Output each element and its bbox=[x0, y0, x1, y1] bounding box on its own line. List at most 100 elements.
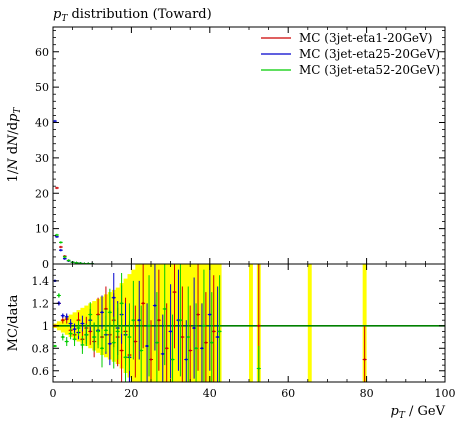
ratio-marker-eta52 bbox=[69, 332, 72, 335]
x-tick-label: 40 bbox=[203, 387, 217, 400]
ratio-y-tick-label: 1.4 bbox=[32, 275, 50, 288]
top-y-tick-label: 50 bbox=[35, 81, 49, 94]
top-y-tick-label: 40 bbox=[35, 117, 49, 130]
ratio-marker-eta52 bbox=[132, 318, 135, 322]
ratio-marker-eta25 bbox=[61, 314, 64, 317]
x-tick-label: 100 bbox=[435, 387, 456, 400]
ratio-marker-eta52 bbox=[124, 356, 127, 359]
ratio-y-tick-label: 1.2 bbox=[32, 297, 50, 310]
ratio-marker-eta52 bbox=[81, 343, 84, 347]
x-tick-label: 20 bbox=[124, 387, 138, 400]
ratio-marker-eta25 bbox=[100, 311, 104, 314]
ratio-marker-eta52 bbox=[100, 347, 104, 350]
legend-entry: MC (3jet-eta1-20GeV) bbox=[299, 31, 432, 45]
ratio-marker-eta1 bbox=[165, 347, 168, 350]
ratio-marker-eta25 bbox=[65, 315, 68, 319]
x-tick-label: 0 bbox=[50, 387, 57, 400]
top-y-tick-label: 20 bbox=[35, 187, 49, 200]
ratio-marker-eta1 bbox=[173, 290, 176, 294]
ratio-y-tick-label: 1 bbox=[42, 320, 49, 333]
ratio-marker-eta52 bbox=[218, 330, 221, 333]
ratio-marker-eta25 bbox=[208, 313, 211, 316]
band-segment bbox=[135, 264, 140, 382]
ratio-marker-eta52 bbox=[147, 324, 151, 328]
ratio-marker-eta52 bbox=[112, 341, 115, 344]
ratio-marker-eta1 bbox=[212, 330, 215, 333]
ratio-marker-eta52 bbox=[96, 330, 100, 333]
legend-entry: MC (3jet-eta25-20GeV) bbox=[299, 47, 440, 61]
ratio-marker-eta25 bbox=[112, 296, 115, 299]
ratio-marker-eta25 bbox=[138, 318, 141, 322]
ratio-marker-eta1 bbox=[96, 313, 100, 316]
ratio-marker-eta52 bbox=[155, 341, 159, 344]
ratio-marker-eta52 bbox=[65, 340, 68, 343]
top-panel-data bbox=[53, 119, 94, 264]
top-y-tick-label: 10 bbox=[35, 223, 49, 236]
ratio-marker-eta25 bbox=[81, 322, 84, 325]
ratio-panel-frame bbox=[52, 263, 446, 383]
ratio-marker-eta1 bbox=[204, 341, 208, 344]
ratio-marker-eta52 bbox=[73, 338, 76, 341]
ratio-marker-eta52 bbox=[92, 335, 96, 339]
ratio-marker-eta52 bbox=[89, 313, 92, 316]
top-y-tick-label: 30 bbox=[35, 152, 49, 165]
ratio-marker-eta1 bbox=[61, 318, 64, 322]
x-tick-label: 60 bbox=[281, 387, 295, 400]
top-y-tick-label: 0 bbox=[42, 258, 49, 271]
ratio-marker-eta25 bbox=[192, 326, 196, 330]
ratio-marker-eta1 bbox=[134, 340, 137, 343]
ratio-marker-eta52 bbox=[140, 349, 143, 352]
ratio-marker-eta1 bbox=[196, 313, 200, 316]
x-axis-label: pT / GeV bbox=[391, 404, 446, 421]
top-y-tick-label: 60 bbox=[35, 46, 49, 59]
band-segment bbox=[249, 264, 253, 382]
ratio-marker-eta52 bbox=[120, 302, 123, 305]
ratio-marker-eta25 bbox=[69, 322, 72, 325]
ratio-marker-eta52 bbox=[61, 335, 64, 339]
ratio-marker-eta25 bbox=[185, 358, 188, 361]
ratio-marker-eta52 bbox=[194, 347, 198, 350]
ratio-marker-eta25 bbox=[108, 342, 112, 345]
ratio-marker-eta1 bbox=[363, 358, 366, 361]
ratio-panel-data bbox=[53, 264, 367, 382]
ratio-marker-eta25 bbox=[73, 327, 76, 331]
ratio-marker-eta25 bbox=[216, 335, 219, 339]
ratio-marker-eta52 bbox=[57, 294, 61, 297]
legend: MC (3jet-eta1-20GeV) MC (3jet-eta25-20GeV… bbox=[261, 31, 440, 77]
ratio-marker-eta52 bbox=[104, 329, 108, 332]
ratio-marker-eta52 bbox=[128, 335, 131, 339]
ratio-marker-eta25 bbox=[200, 347, 204, 350]
ratio-marker-eta52 bbox=[202, 324, 206, 328]
legend-entry: MC (3jet-eta52-20GeV) bbox=[299, 63, 440, 77]
ratio-marker-eta52 bbox=[85, 333, 88, 336]
ratio-marker-eta52 bbox=[187, 335, 190, 339]
band-segment bbox=[307, 264, 312, 382]
band-segment bbox=[362, 264, 367, 382]
ratio-marker-eta25 bbox=[161, 352, 164, 356]
ratio-marker-eta52 bbox=[163, 307, 166, 311]
ratio-marker-eta52 bbox=[77, 326, 80, 330]
ratio-marker-eta52 bbox=[257, 367, 260, 370]
ratio-marker-eta52 bbox=[179, 318, 182, 322]
ratio-marker-eta25 bbox=[145, 344, 149, 348]
ratio-marker-eta1 bbox=[257, 324, 260, 328]
ratio-uncertainty-band bbox=[53, 264, 445, 382]
ratio-marker-eta25 bbox=[169, 330, 172, 333]
ratio-marker-eta52 bbox=[53, 344, 57, 348]
ratio-marker-eta1 bbox=[189, 349, 192, 352]
ratio-marker-eta1 bbox=[181, 335, 184, 339]
ratio-marker-eta52 bbox=[210, 341, 213, 344]
ratio-marker-eta52 bbox=[171, 358, 174, 361]
ratio-marker-eta52 bbox=[108, 311, 112, 314]
ratio-marker-eta1 bbox=[141, 302, 145, 305]
x-tick-label: 80 bbox=[360, 387, 374, 400]
ratio-marker-eta1 bbox=[157, 318, 161, 322]
ratio-y-tick-label: 0.6 bbox=[32, 365, 50, 378]
chart-title: pT distribution (Toward) bbox=[53, 7, 212, 24]
ratio-marker-eta25 bbox=[153, 304, 157, 307]
ratio-marker-eta1 bbox=[149, 358, 153, 361]
ratio-marker-eta1 bbox=[120, 349, 123, 352]
top-y-axis-label: 1/N dN/dpT bbox=[6, 107, 23, 183]
ratio-y-axis-label: MC/data bbox=[6, 294, 21, 351]
